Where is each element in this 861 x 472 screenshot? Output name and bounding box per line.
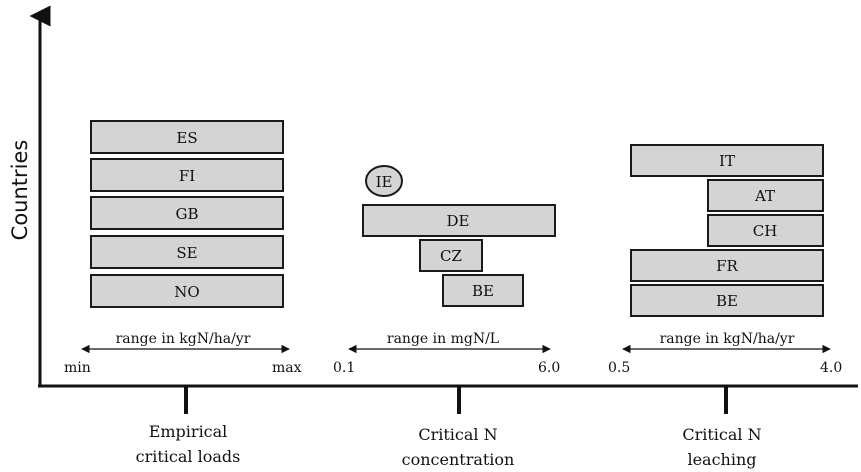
group-empirical: ES FI GB SE NO range in kgN/ha/yr min ma… xyxy=(64,120,302,376)
range-max-empirical: max xyxy=(272,360,302,376)
country-label-fr: FR xyxy=(716,257,738,275)
country-label-ch: CH xyxy=(753,222,778,240)
group-leaching: IT AT CH FR BE range in kgN/ha/yr 0.5 4.… xyxy=(608,144,842,376)
country-label-be-leaching: BE xyxy=(716,292,738,310)
country-label-ie: IE xyxy=(376,173,393,191)
country-box-cz xyxy=(419,239,483,272)
country-ellipse-ie xyxy=(365,165,403,197)
range-min-concentration: 0.1 xyxy=(333,360,355,376)
group-title-leaching-line2: leaching xyxy=(687,450,756,469)
range-max-concentration: 6.0 xyxy=(538,360,560,376)
country-label-cz: CZ xyxy=(440,247,462,265)
y-axis-label: Countries xyxy=(8,140,32,241)
country-box-it xyxy=(630,144,824,177)
country-label-gb: GB xyxy=(175,205,198,223)
country-box-se xyxy=(90,235,284,269)
country-box-no xyxy=(90,274,284,308)
country-label-be-concentration: BE xyxy=(472,282,494,300)
country-label-fi: FI xyxy=(179,167,195,185)
range-max-leaching: 4.0 xyxy=(820,360,842,376)
country-label-se: SE xyxy=(176,244,197,262)
group-title-empirical-line1: Empirical xyxy=(149,422,228,441)
country-label-it: IT xyxy=(719,152,735,170)
country-box-be-concentration xyxy=(442,274,524,307)
group-concentration: IE DE CZ BE range in mgN/L 0.1 6.0 xyxy=(333,165,560,376)
group-title-leaching-line1: Critical N xyxy=(682,425,761,444)
range-label-empirical: range in kgN/ha/yr xyxy=(116,331,251,347)
range-label-leaching: range in kgN/ha/yr xyxy=(660,331,795,347)
range-label-concentration: range in mgN/L xyxy=(387,331,499,347)
country-box-fi xyxy=(90,158,284,192)
country-label-es: ES xyxy=(176,129,197,147)
country-box-gb xyxy=(90,196,284,230)
country-box-at xyxy=(707,179,824,212)
range-min-leaching: 0.5 xyxy=(608,360,630,376)
country-label-no: NO xyxy=(174,283,199,301)
country-label-de: DE xyxy=(447,212,470,230)
group-title-empirical-line2: critical loads xyxy=(136,447,241,466)
country-box-es xyxy=(90,120,284,154)
country-label-at: AT xyxy=(754,187,775,205)
country-box-de xyxy=(362,204,556,237)
group-title-concentration-line1: Critical N xyxy=(418,425,497,444)
group-title-concentration-line2: concentration xyxy=(402,450,515,469)
country-box-ch xyxy=(707,214,824,247)
range-min-empirical: min xyxy=(64,360,91,376)
country-box-fr xyxy=(630,249,824,282)
country-box-be-leaching xyxy=(630,284,824,317)
